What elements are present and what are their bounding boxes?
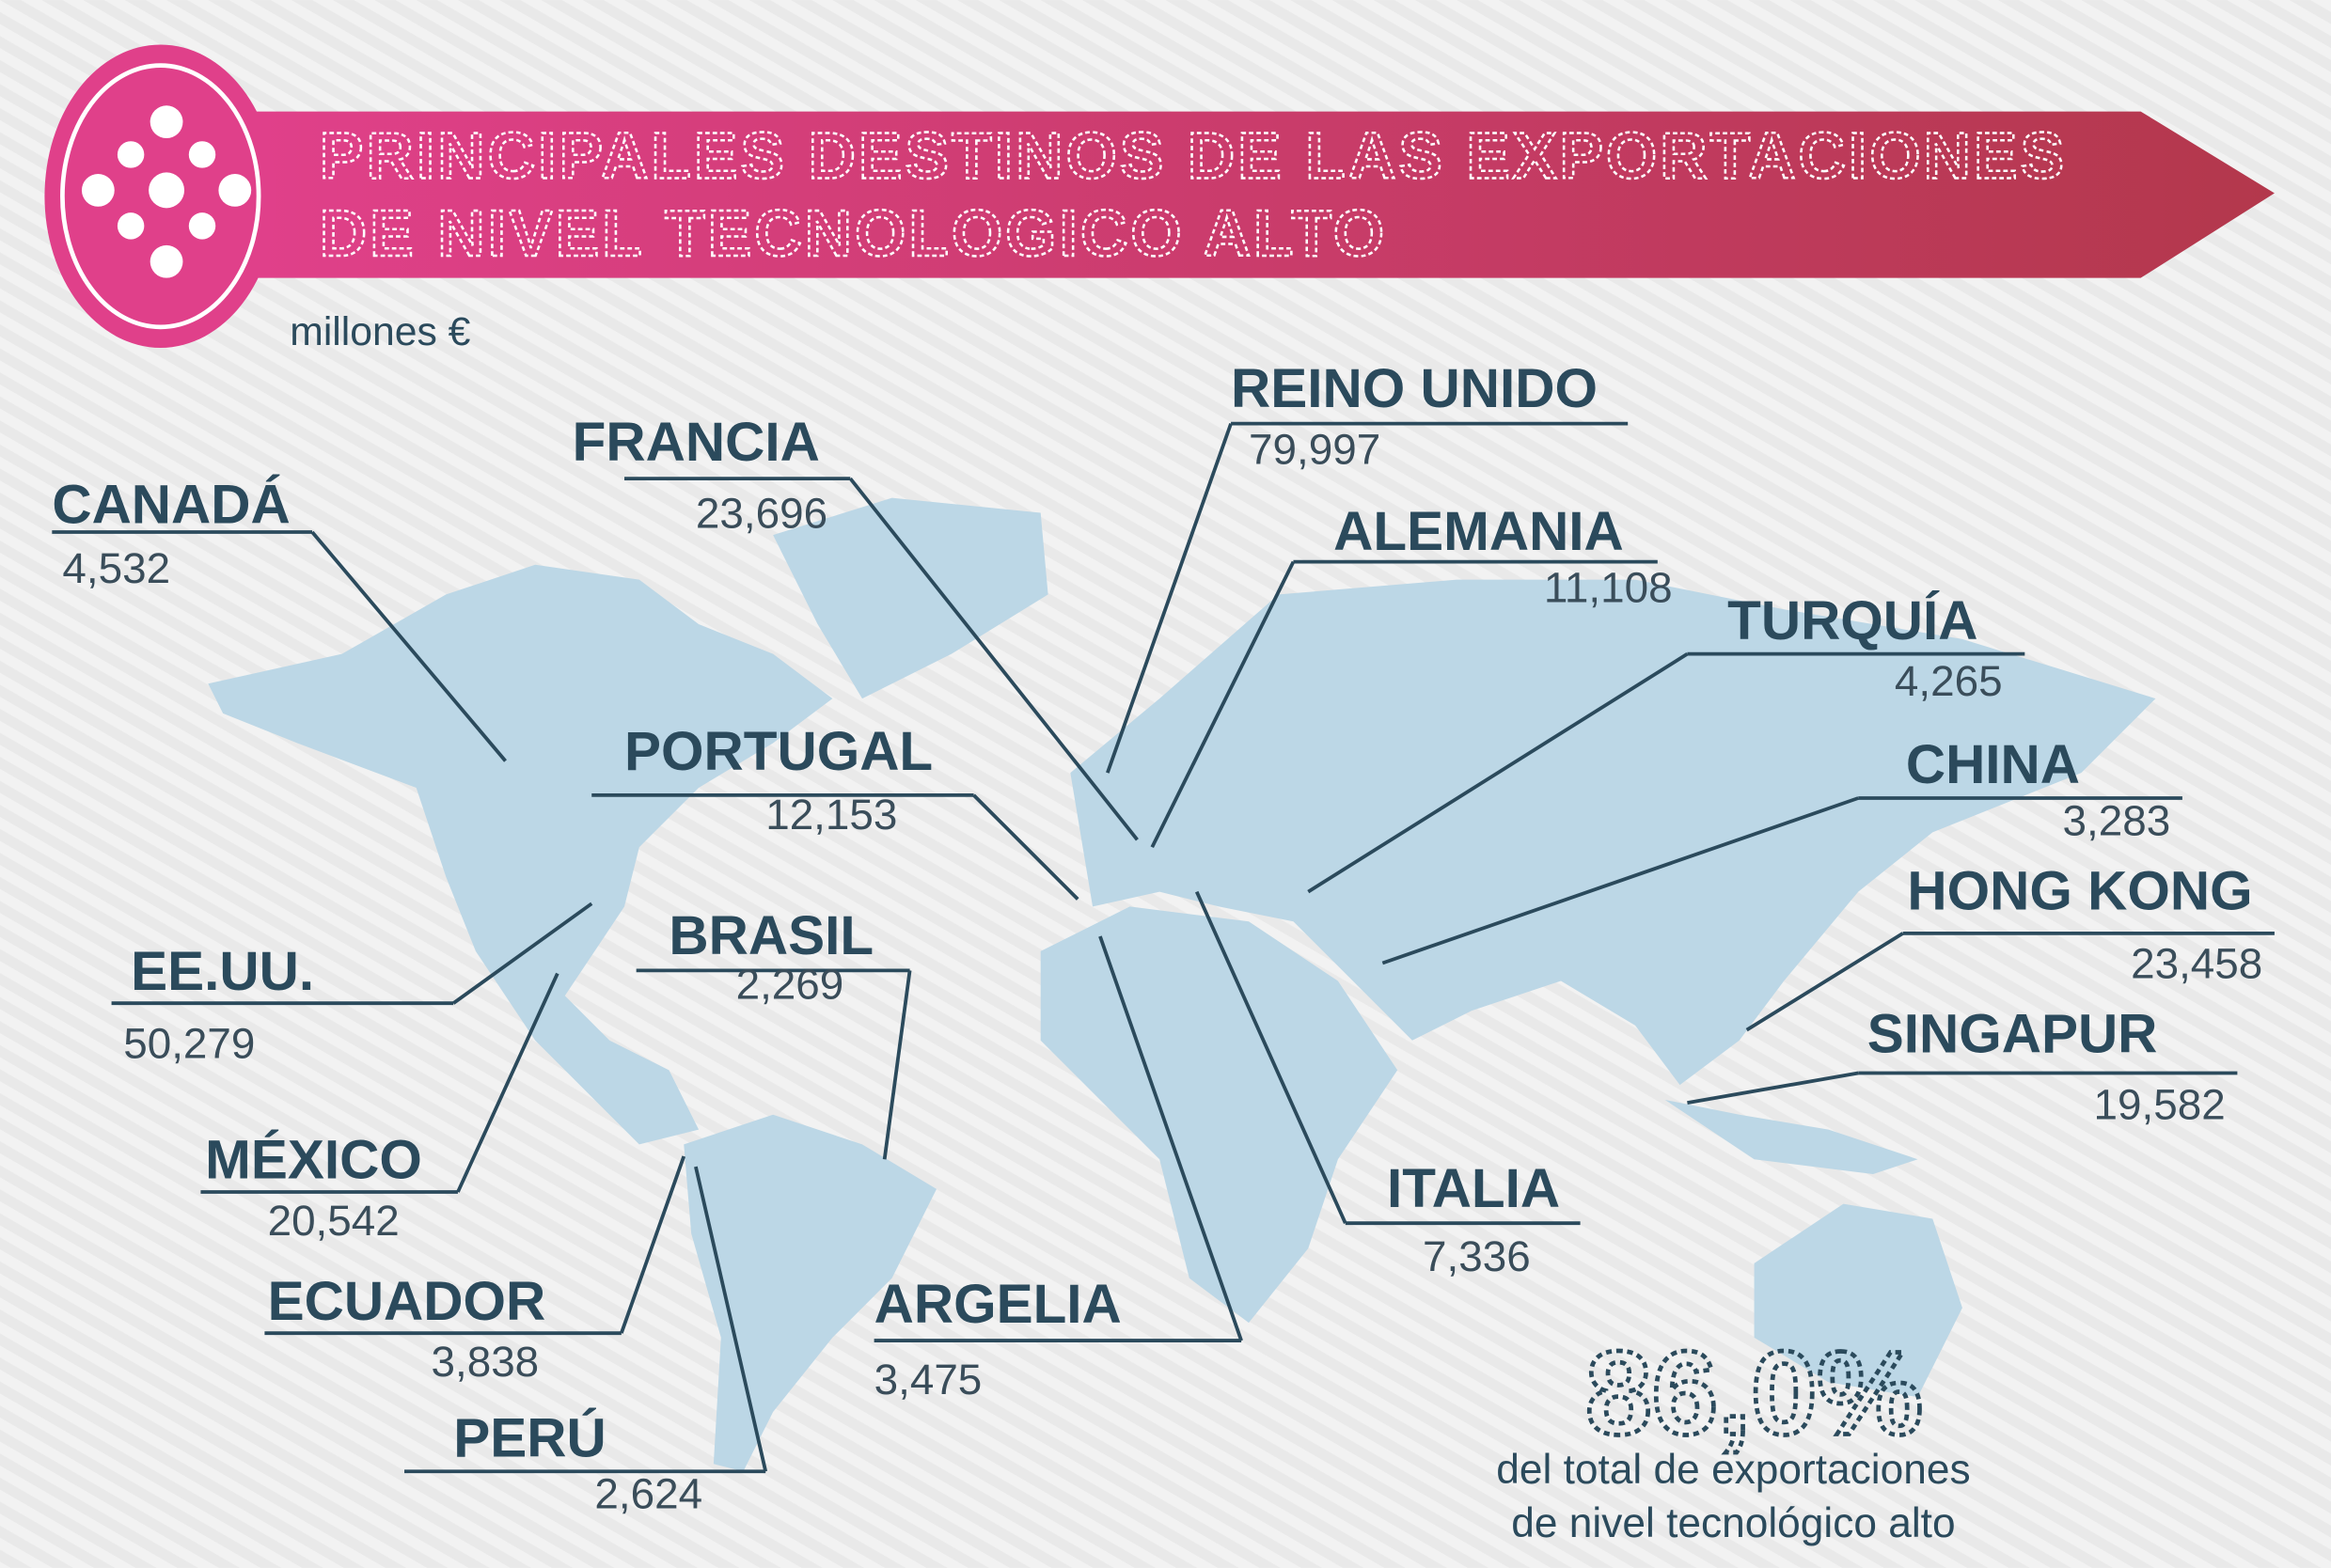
country-value: 3,838 [431,1338,539,1386]
country-value: 3,283 [2063,797,2171,845]
country-name: HONG KONG [1907,861,2252,922]
total-caption: del total de exportaciones [1496,1447,1970,1493]
leader-line [1381,796,1859,965]
leader-line [1687,1071,1859,1105]
leader-line [972,793,1079,901]
leader-line [882,970,912,1160]
country-name: ALEMANIA [1333,501,1624,562]
country-name: REINO UNIDO [1231,358,1598,419]
title-banner [252,111,2275,278]
leader-line [694,1166,768,1472]
header: PRINCIPALES DESTINOS DE LAS EXPORTACIONE… [44,44,2275,354]
country-value: 50,279 [123,1020,255,1068]
leader-line [456,972,559,1193]
title-line: PRINCIPALES DESTINOS DE LAS EXPORTACIONE… [320,119,2067,193]
country-name: ECUADOR [268,1271,546,1332]
country-name: SINGAPUR [1867,1003,2158,1064]
total-value: 86,0% [1585,1327,1923,1460]
country-name: ARGELIA [874,1274,1122,1335]
country-name: MÉXICO [205,1129,422,1191]
country-name: TURQUÍA [1727,589,1977,651]
country-value: 2,624 [594,1470,702,1518]
country-value: 2,269 [736,960,844,1008]
leader-line [1194,890,1347,1224]
country-value: 11,108 [1544,563,1673,611]
world-map [208,497,2156,1472]
leader-line [310,530,507,762]
country-value: 23,458 [2131,939,2262,987]
country-name: FRANCIA [573,412,820,473]
country-name: ITALIA [1387,1158,1560,1219]
country-name: CANADÁ [52,474,290,536]
title-line: DE NIVEL TECNOLOGICO ALTO [320,196,1387,270]
leader-line [1307,652,1689,894]
country-value: 23,696 [696,489,827,537]
country-value: 19,582 [2094,1081,2226,1129]
logo-ring [60,63,261,330]
leader-line [1150,560,1296,849]
country-value: 3,475 [874,1356,983,1403]
leader-line [1098,935,1243,1341]
total-caption: de nivel tecnológico alto [1511,1500,1955,1546]
leader-line [1106,422,1233,774]
country-value: 20,542 [268,1197,400,1245]
country-name: PORTUGAL [624,721,933,782]
country-value: 4,532 [62,544,170,592]
leader-line [1745,932,1904,1032]
country-name: BRASIL [669,905,874,966]
logo-icon [81,105,252,278]
unit-label: millones € [290,309,470,354]
country-value: 7,336 [1423,1232,1531,1280]
country-name: PERÚ [453,1406,606,1468]
destinations: CANADÁ 4,532 FRANCIA 23,696 REINO UNIDO 79,99… [52,358,2275,1518]
country-name: EE.UU. [131,941,314,1002]
leader-line [848,477,1139,841]
country-value: 12,153 [765,791,897,839]
leader-line [452,902,593,1005]
country-value: 4,265 [1895,657,2003,705]
total: 86,0% del total de exportaciones de nive… [1496,1325,1970,1546]
leader-line [620,1155,686,1334]
country-value: 79,997 [1249,425,1380,473]
country-name: CHINA [1906,734,2080,795]
